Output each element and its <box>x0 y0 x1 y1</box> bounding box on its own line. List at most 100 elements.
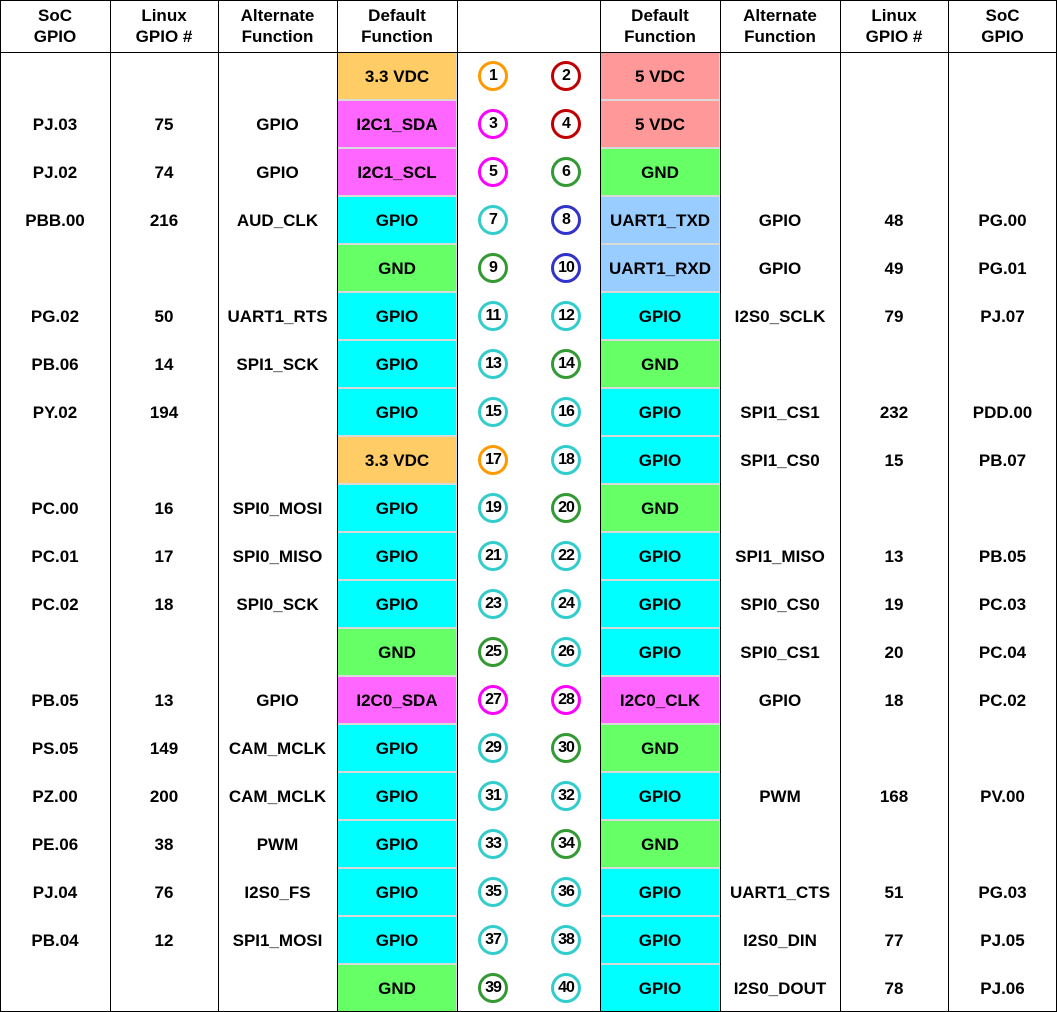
alternate-function: AUD_CLK <box>236 210 319 230</box>
default-function: GPIO <box>600 628 720 676</box>
alternate-function: GPIO <box>758 210 802 230</box>
soc-gpio: PB.05 <box>31 690 79 710</box>
alternate-function: SPI0_MISO <box>232 546 323 566</box>
pin-number: 36 <box>551 877 581 907</box>
column-border <box>948 0 949 1012</box>
linux-gpio: 78 <box>884 978 904 998</box>
default-function: GPIO <box>337 292 457 340</box>
pin-number: 27 <box>478 685 508 715</box>
linux-gpio: 168 <box>879 786 909 806</box>
pin-number: 30 <box>551 733 581 763</box>
soc-gpio: PDD.00 <box>972 402 1033 422</box>
alternate-function: UART1_RTS <box>227 306 328 326</box>
alternate-function: I2S0_DIN <box>743 930 817 950</box>
default-function: GPIO <box>337 196 457 244</box>
linux-gpio: 149 <box>149 738 179 758</box>
pin-number: 21 <box>478 541 508 571</box>
default-function: GPIO <box>600 964 720 1012</box>
linux-gpio: 16 <box>154 498 174 518</box>
soc-gpio: PBB.00 <box>25 210 85 230</box>
column-border <box>840 0 841 1012</box>
column-border <box>110 0 111 1012</box>
header-cell: Alternate Function <box>743 6 817 46</box>
header-border <box>0 52 1057 53</box>
pin-number: 2 <box>551 61 581 91</box>
linux-gpio: 79 <box>884 306 904 326</box>
pin-number: 38 <box>551 925 581 955</box>
default-function: GND <box>600 340 720 388</box>
default-function: GND <box>337 628 457 676</box>
pin-number: 20 <box>551 493 581 523</box>
pin-number: 32 <box>551 781 581 811</box>
pin-number: 35 <box>478 877 508 907</box>
alternate-function: SPI0_CS1 <box>740 642 820 662</box>
linux-gpio: 74 <box>154 162 174 182</box>
alternate-function: SPI1_CS1 <box>740 402 820 422</box>
default-function: GPIO <box>337 916 457 964</box>
pin-number: 34 <box>551 829 581 859</box>
alternate-function: SPI1_CS0 <box>740 450 820 470</box>
pin-number: 31 <box>478 781 508 811</box>
alternate-function: PWM <box>759 786 801 806</box>
pin-number: 8 <box>551 205 581 235</box>
soc-gpio: PJ.02 <box>32 162 78 182</box>
soc-gpio: PC.01 <box>31 546 79 566</box>
alternate-function: GPIO <box>256 114 299 134</box>
pin-number: 16 <box>551 397 581 427</box>
alternate-function: SPI0_MOSI <box>232 498 323 518</box>
pin-number: 33 <box>478 829 508 859</box>
default-function: GPIO <box>600 292 720 340</box>
soc-gpio: PC.02 <box>31 594 79 614</box>
soc-gpio: PS.05 <box>31 738 79 758</box>
soc-gpio: PB.06 <box>31 354 79 374</box>
linux-gpio: 77 <box>884 930 904 950</box>
linux-gpio: 20 <box>884 642 904 662</box>
default-function: GPIO <box>600 436 720 484</box>
default-function: GPIO <box>337 532 457 580</box>
default-function: GND <box>600 820 720 868</box>
soc-gpio: PZ.00 <box>32 786 78 806</box>
pin-number: 9 <box>478 253 508 283</box>
soc-gpio: PB.05 <box>978 546 1027 566</box>
soc-gpio: PG.01 <box>978 258 1027 278</box>
pin-number: 17 <box>478 445 508 475</box>
default-function: GPIO <box>337 388 457 436</box>
pin-number: 6 <box>551 157 581 187</box>
soc-gpio: PJ.06 <box>980 978 1025 998</box>
pin-number: 10 <box>551 253 581 283</box>
default-function: GPIO <box>600 532 720 580</box>
linux-gpio: 19 <box>884 594 904 614</box>
default-function: GPIO <box>337 820 457 868</box>
pin-number: 14 <box>551 349 581 379</box>
header-cell: SoC GPIO <box>981 6 1024 46</box>
header-cell: Default Function <box>624 6 696 46</box>
soc-gpio: PJ.05 <box>980 930 1025 950</box>
alternate-function: UART1_CTS <box>729 882 831 902</box>
default-function: GPIO <box>337 868 457 916</box>
soc-gpio: PJ.03 <box>32 114 78 134</box>
default-function: GPIO <box>600 772 720 820</box>
alternate-function: CAM_MCLK <box>228 738 327 758</box>
default-function: GPIO <box>337 580 457 628</box>
linux-gpio: 15 <box>884 450 904 470</box>
soc-gpio: PE.06 <box>31 834 79 854</box>
pin-number: 18 <box>551 445 581 475</box>
linux-gpio: 13 <box>884 546 904 566</box>
default-function: GPIO <box>600 868 720 916</box>
pin-number: 7 <box>478 205 508 235</box>
pin-number: 29 <box>478 733 508 763</box>
pin-number: 3 <box>478 109 508 139</box>
alternate-function: SPI1_SCK <box>236 354 319 374</box>
linux-gpio: 38 <box>154 834 174 854</box>
header-cell: SoC GPIO <box>33 6 77 46</box>
default-function: GND <box>600 724 720 772</box>
pin-number: 23 <box>478 589 508 619</box>
linux-gpio: 51 <box>884 882 904 902</box>
default-function: GPIO <box>337 772 457 820</box>
alternate-function: GPIO <box>758 258 802 278</box>
header-cell: Alternate Function <box>240 6 315 46</box>
default-function: I2C0_CLK <box>600 676 720 724</box>
alternate-function: SPI0_SCK <box>236 594 319 614</box>
pin-number: 22 <box>551 541 581 571</box>
